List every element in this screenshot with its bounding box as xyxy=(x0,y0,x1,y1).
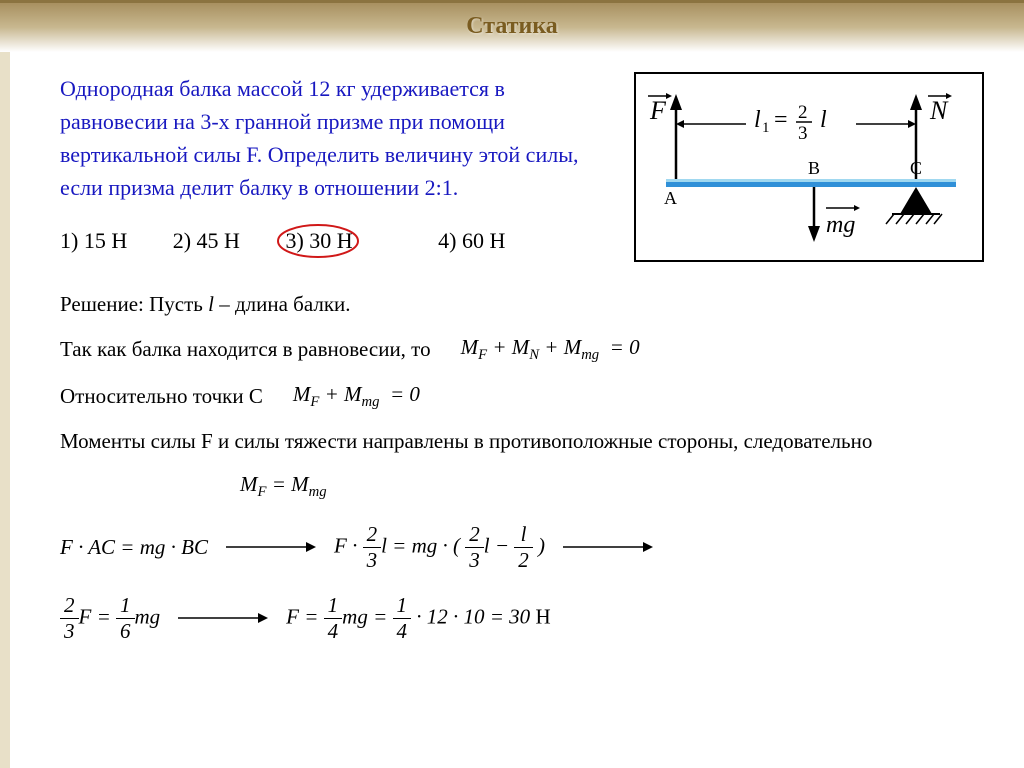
eq5-right: F = 14mg = 14 · 12 · 10 = 30 Н xyxy=(286,593,550,644)
equation-2: MF + Mmg = 0 xyxy=(293,382,420,411)
correct-circle-icon xyxy=(273,222,363,260)
solution-line-2: Так как балка находится в равновесии, то… xyxy=(60,335,984,364)
option-1: 1) 15 Н xyxy=(60,228,127,254)
svg-text:B: B xyxy=(808,158,820,178)
option-4: 4) 60 Н xyxy=(438,228,505,254)
page-header: Статика xyxy=(0,0,1024,52)
arrow-icon xyxy=(563,537,653,557)
equation-row-4: F · AC = mg · BC F · 23l = mg · ( 23l − … xyxy=(60,522,984,573)
equation-1: MF + MN + Mmg = 0 xyxy=(461,335,640,364)
sol1-suffix: – длина балки. xyxy=(214,292,351,316)
option-3-correct: 3) 30 Н xyxy=(285,228,392,254)
solution-block: Решение: Пусть l – длина балки. Так как … xyxy=(60,292,984,644)
svg-text:2: 2 xyxy=(798,102,808,123)
svg-text:C: C xyxy=(910,158,922,178)
svg-text:l: l xyxy=(820,107,827,133)
solution-line-4: Моменты силы F и силы тяжести направлены… xyxy=(60,429,984,454)
arrow-icon xyxy=(178,608,268,628)
svg-text:l: l xyxy=(754,107,761,133)
page-title: Статика xyxy=(466,13,558,39)
eq4-left: F · AC = mg · BC xyxy=(60,535,208,560)
eq4-right: F · 23l = mg · ( 23l − l2 ) xyxy=(334,522,545,573)
sol3-text: Относительно точки С xyxy=(60,384,263,409)
svg-text:=: = xyxy=(774,107,788,133)
sol4-text: Моменты силы F и силы тяжести направлены… xyxy=(60,429,872,453)
svg-text:1: 1 xyxy=(762,120,770,136)
solution-line-3: Относительно точки С MF + Mmg = 0 xyxy=(60,382,984,411)
svg-text:A: A xyxy=(664,188,677,208)
svg-text:N: N xyxy=(929,96,949,125)
beam-diagram: F N l 1 = 2 3 l A B C mg xyxy=(634,72,984,262)
sol2-text: Так как балка находится в равновесии, то xyxy=(60,337,431,362)
svg-text:F: F xyxy=(649,96,667,125)
eq5-left: 23F = 16mg xyxy=(60,593,160,644)
equation-row-5: 23F = 16mg F = 14mg = 14 · 12 · 10 = 30 … xyxy=(60,593,984,644)
svg-text:3: 3 xyxy=(798,123,808,144)
solution-line-1: Решение: Пусть l – длина балки. xyxy=(60,292,984,317)
option-2: 2) 45 Н xyxy=(173,228,240,254)
arrow-icon xyxy=(226,537,316,557)
problem-statement: Однородная балка массой 12 кг удерживает… xyxy=(60,72,600,204)
beam-diagram-svg: F N l 1 = 2 3 l A B C mg xyxy=(636,74,982,260)
sol1-prefix: Решение: Пусть xyxy=(60,292,208,316)
svg-text:mg: mg xyxy=(826,212,855,238)
equation-3: MF = Mmg xyxy=(240,472,984,501)
